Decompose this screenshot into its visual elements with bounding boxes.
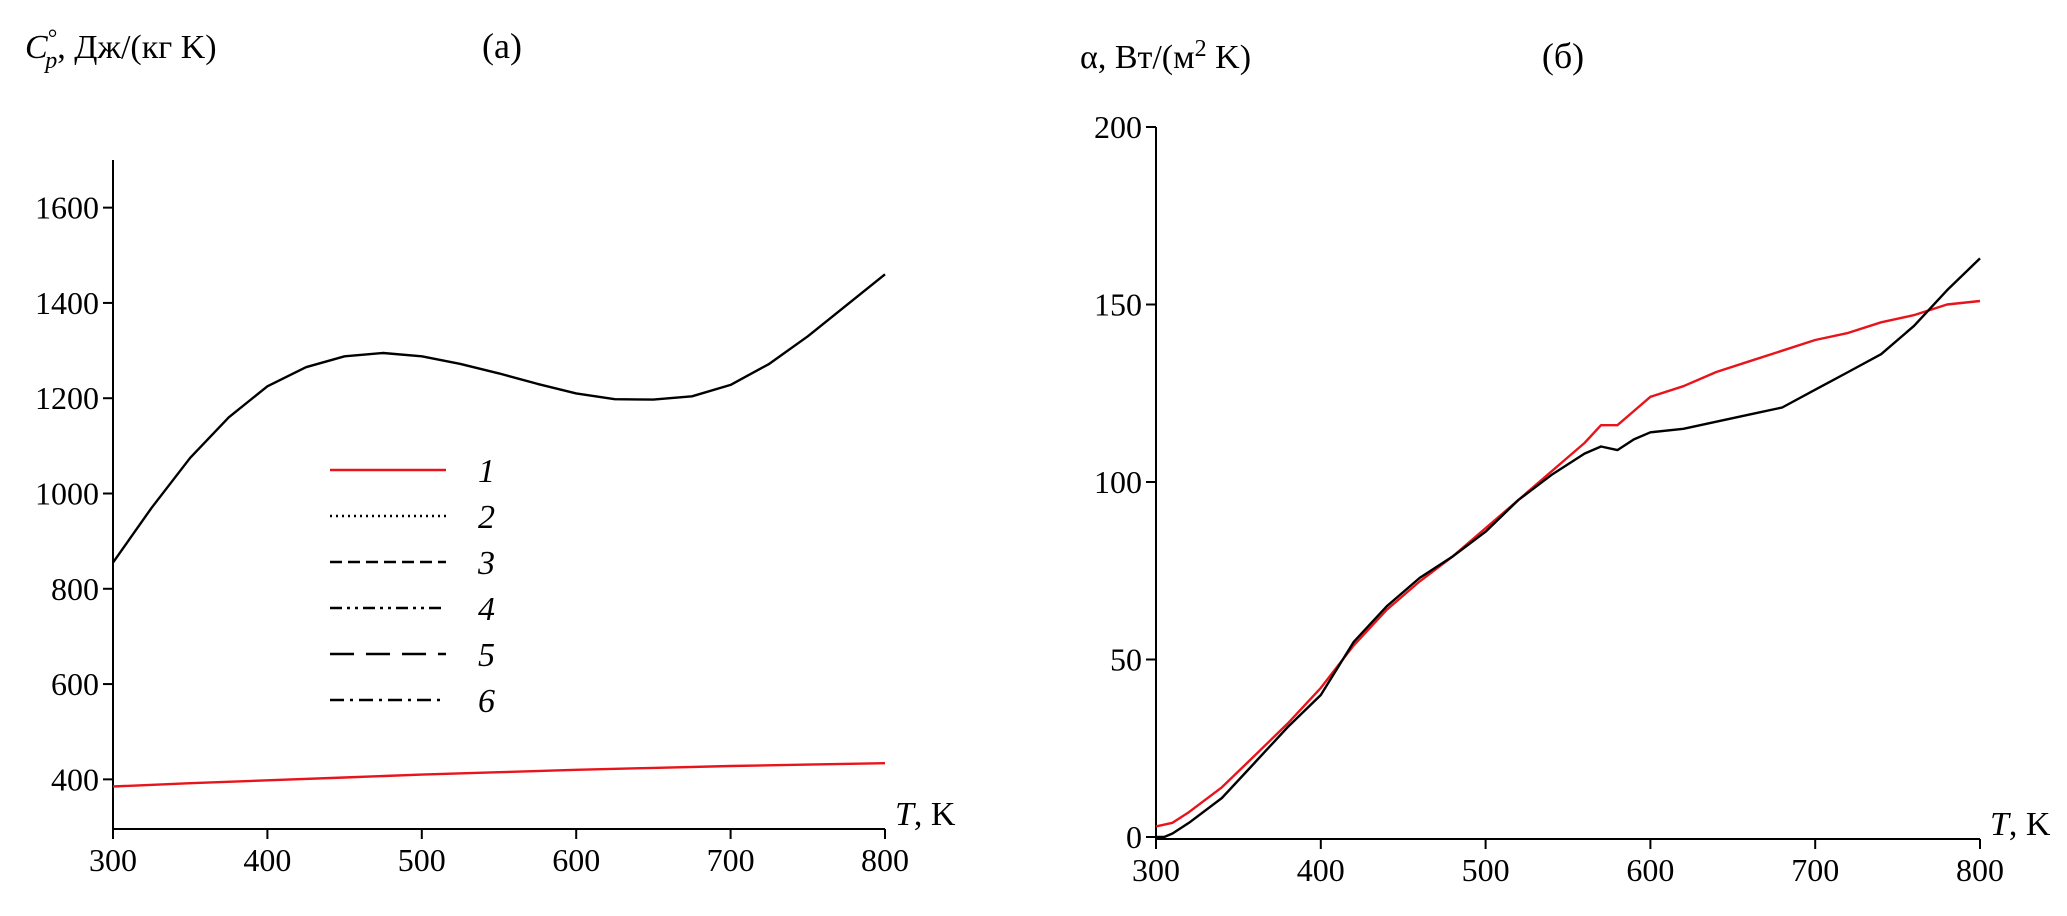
x-axis-label: T, K bbox=[1990, 806, 2051, 843]
legend-label: 4 bbox=[478, 591, 495, 628]
legend-label: 3 bbox=[477, 545, 495, 582]
chart-panel-b: α, Вт/(м2 K) (б) 300 400 500 600 700 800 0 50 100… bbox=[1080, 36, 2051, 888]
legend-item-1: 1 bbox=[330, 453, 495, 490]
x-tick-label: 600 bbox=[1626, 852, 1674, 888]
y-tick-label: 800 bbox=[51, 571, 99, 607]
y-tick-label: 1000 bbox=[35, 476, 99, 512]
panel-a-axes bbox=[112, 160, 885, 830]
y-tick-label: 1400 bbox=[35, 285, 99, 321]
y-tick-label: 1600 bbox=[35, 190, 99, 226]
x-tick-label: 500 bbox=[1462, 852, 1510, 888]
series-line-1 bbox=[112, 762, 886, 788]
panel-a-legend: 1 2 3 4 5 6 bbox=[330, 453, 495, 720]
legend-item-5: 5 bbox=[330, 637, 495, 674]
series-line-2-6 bbox=[1156, 257, 1981, 839]
legend-label: 2 bbox=[478, 499, 495, 536]
x-tick-label: 700 bbox=[707, 842, 755, 878]
panel-b-ticks: 300 400 500 600 700 800 0 50 100 150 200 T, K bbox=[1094, 109, 2051, 888]
y-tick-label: 400 bbox=[51, 761, 99, 797]
panel-b-header: α, Вт/(м2 K) (б) bbox=[1080, 36, 1584, 76]
x-tick-label: 400 bbox=[1297, 852, 1345, 888]
x-tick-label: 400 bbox=[243, 842, 291, 878]
y-tick-label: 200 bbox=[1094, 109, 1142, 145]
y-tick-label: 0 bbox=[1126, 819, 1142, 855]
y-tick-label: 600 bbox=[51, 666, 99, 702]
chart-panel-a: C° p, Дж/(кг K) (a) 300 400 500 600 700 800 400 6… bbox=[25, 26, 956, 878]
y-tick-label: 150 bbox=[1094, 287, 1142, 323]
legend-label: 5 bbox=[478, 637, 495, 674]
legend-item-4: 4 bbox=[330, 591, 495, 628]
series-line-1 bbox=[1155, 299, 1981, 828]
x-tick-label: 800 bbox=[861, 842, 909, 878]
x-tick-label: 500 bbox=[398, 842, 446, 878]
series-line-2-6 bbox=[112, 273, 886, 564]
x-axis-label: T, K bbox=[895, 796, 956, 833]
legend-label: 6 bbox=[478, 683, 495, 720]
panel-a-ticks: 300 400 500 600 700 800 400 600 800 1000 1200 1400 1… bbox=[35, 190, 956, 878]
legend-item-3: 3 bbox=[330, 545, 495, 582]
panel-a-series bbox=[112, 273, 886, 788]
legend-item-2: 2 bbox=[330, 499, 495, 536]
panel-b-series bbox=[1155, 257, 1981, 839]
x-tick-label: 600 bbox=[552, 842, 600, 878]
y-tick-label: 50 bbox=[1110, 642, 1142, 678]
y-axis-label: C° p, Дж/(кг K) bbox=[25, 26, 217, 74]
legend-label: 1 bbox=[478, 453, 495, 490]
x-tick-label: 300 bbox=[89, 842, 137, 878]
y-axis-label: α, Вт/(м2 K) bbox=[1080, 36, 1251, 76]
panel-label: (a) bbox=[482, 26, 522, 66]
x-tick-label: 800 bbox=[1956, 852, 2004, 888]
y-tick-label: 1200 bbox=[35, 380, 99, 416]
x-tick-label: 700 bbox=[1791, 852, 1839, 888]
x-tick-label: 300 bbox=[1132, 852, 1180, 888]
legend-item-6: 6 bbox=[330, 683, 495, 720]
panel-label: (б) bbox=[1542, 36, 1584, 76]
y-tick-label: 100 bbox=[1094, 464, 1142, 500]
panel-a-header: C° p, Дж/(кг K) (a) bbox=[25, 26, 522, 74]
